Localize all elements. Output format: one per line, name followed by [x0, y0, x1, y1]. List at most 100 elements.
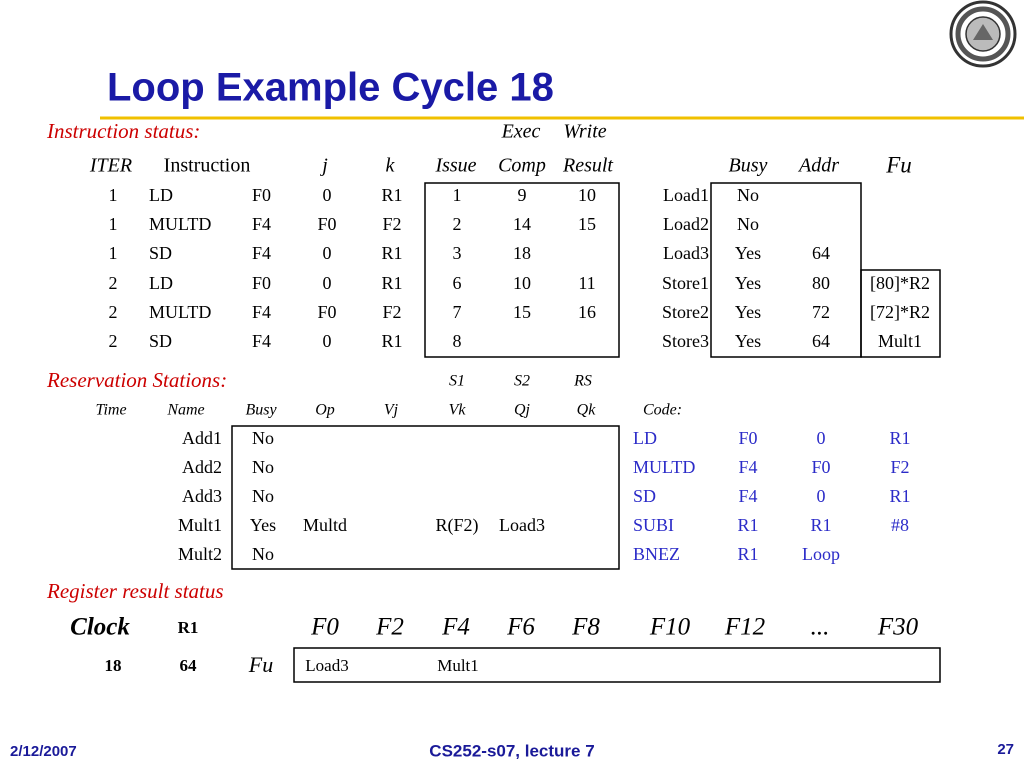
- cell: 16: [578, 302, 596, 322]
- cell: R(F2): [435, 515, 478, 536]
- code-cell: F2: [890, 457, 909, 477]
- register-header: F0: [310, 614, 339, 641]
- cell: 7: [453, 302, 462, 322]
- column-header: Vk: [449, 402, 467, 419]
- fu-cell: Mult1: [437, 656, 479, 675]
- column-header: Instruction: [164, 155, 251, 177]
- cell: MULTD: [149, 214, 211, 234]
- buffer-name: Load1: [663, 185, 709, 205]
- cell: 18: [513, 243, 531, 263]
- cell: Yes: [735, 243, 761, 263]
- fu-cell: Load3: [305, 656, 348, 675]
- group-header: RS: [573, 373, 592, 390]
- code-cell: MULTD: [633, 457, 695, 477]
- cell: No: [737, 185, 759, 205]
- cell: 8: [453, 331, 462, 351]
- cell: 0: [323, 185, 332, 205]
- footer-page: 27: [997, 741, 1014, 758]
- code-cell: F4: [738, 486, 757, 506]
- cell: No: [252, 486, 274, 506]
- cell: 10: [578, 185, 596, 205]
- code-cell: SUBI: [633, 515, 674, 535]
- cell: No: [252, 428, 274, 448]
- code-cell: SD: [633, 486, 656, 506]
- column-header: Name: [166, 402, 204, 419]
- cell: 1: [453, 185, 462, 205]
- column-header: j: [319, 155, 328, 177]
- cell: 11: [578, 273, 595, 293]
- cell: 0: [323, 331, 332, 351]
- buffer-name: Load2: [663, 214, 709, 234]
- section-label: Instruction status:: [46, 119, 200, 143]
- buffer-name: Store3: [662, 331, 709, 351]
- cell: R1: [381, 243, 402, 263]
- cell: F4: [252, 243, 271, 263]
- cell: 2: [109, 273, 118, 293]
- instruction-box: [424, 182, 620, 358]
- rs-box: [231, 425, 620, 570]
- cell: 1: [109, 185, 118, 205]
- column-header: Busy: [729, 155, 768, 177]
- register-header: F30: [877, 614, 919, 641]
- cell: Mult2: [178, 544, 222, 564]
- code-cell: LD: [633, 428, 657, 448]
- cell: 10: [513, 273, 531, 293]
- code-cell: R1: [889, 486, 910, 506]
- cell: F0: [252, 273, 271, 293]
- cell: F4: [252, 214, 271, 234]
- code-label: Code:: [643, 402, 682, 419]
- code-cell: F4: [738, 457, 757, 477]
- code-cell: Loop: [802, 544, 840, 564]
- cell: R1: [381, 331, 402, 351]
- cell: [80]*R2: [870, 273, 930, 293]
- cell: 15: [513, 302, 531, 322]
- cell: Add1: [182, 428, 222, 448]
- cell: MULTD: [149, 302, 211, 322]
- register-header: F8: [571, 614, 600, 641]
- buffer-name: Load3: [663, 243, 709, 263]
- section-label: Register result status: [46, 579, 224, 603]
- code-cell: R1: [737, 544, 758, 564]
- column-header: Qj: [514, 402, 531, 419]
- cell: F4: [252, 302, 271, 322]
- cell: No: [252, 457, 274, 477]
- code-cell: R1: [889, 428, 910, 448]
- register-value: 18: [105, 656, 122, 675]
- section-label: Reservation Stations:: [46, 368, 227, 392]
- cell: LD: [149, 273, 173, 293]
- code-cell: F0: [738, 428, 757, 448]
- column-header: Issue: [434, 155, 476, 177]
- cell: SD: [149, 243, 172, 263]
- cell: F0: [317, 302, 336, 322]
- register-header: R1: [178, 618, 199, 637]
- code-cell: BNEZ: [633, 544, 680, 564]
- group-header: S1: [449, 373, 465, 390]
- cell: F2: [382, 302, 401, 322]
- cell: Load3: [499, 515, 545, 535]
- column-header: k: [386, 155, 396, 177]
- title: Loop Example Cycle 18: [107, 66, 554, 110]
- group-header: Write: [563, 121, 606, 143]
- register-header: F12: [724, 614, 765, 641]
- cell: 1: [109, 214, 118, 234]
- cell: R1: [381, 185, 402, 205]
- cell: LD: [149, 185, 173, 205]
- cell: R1: [381, 273, 402, 293]
- column-header: Busy: [245, 402, 277, 419]
- cell: 0: [323, 243, 332, 263]
- cell: No: [252, 544, 274, 564]
- cell: 2: [109, 302, 118, 322]
- cell: F4: [252, 331, 271, 351]
- cell: SD: [149, 331, 172, 351]
- logo: [949, 0, 1017, 68]
- register-header: F10: [649, 614, 691, 641]
- code-cell: R1: [810, 515, 831, 535]
- column-header: Addr: [797, 155, 839, 177]
- column-header: Op: [315, 402, 335, 419]
- register-header: ...: [811, 614, 830, 641]
- cell: Yes: [735, 331, 761, 351]
- cell: 15: [578, 214, 596, 234]
- cell: F2: [382, 214, 401, 234]
